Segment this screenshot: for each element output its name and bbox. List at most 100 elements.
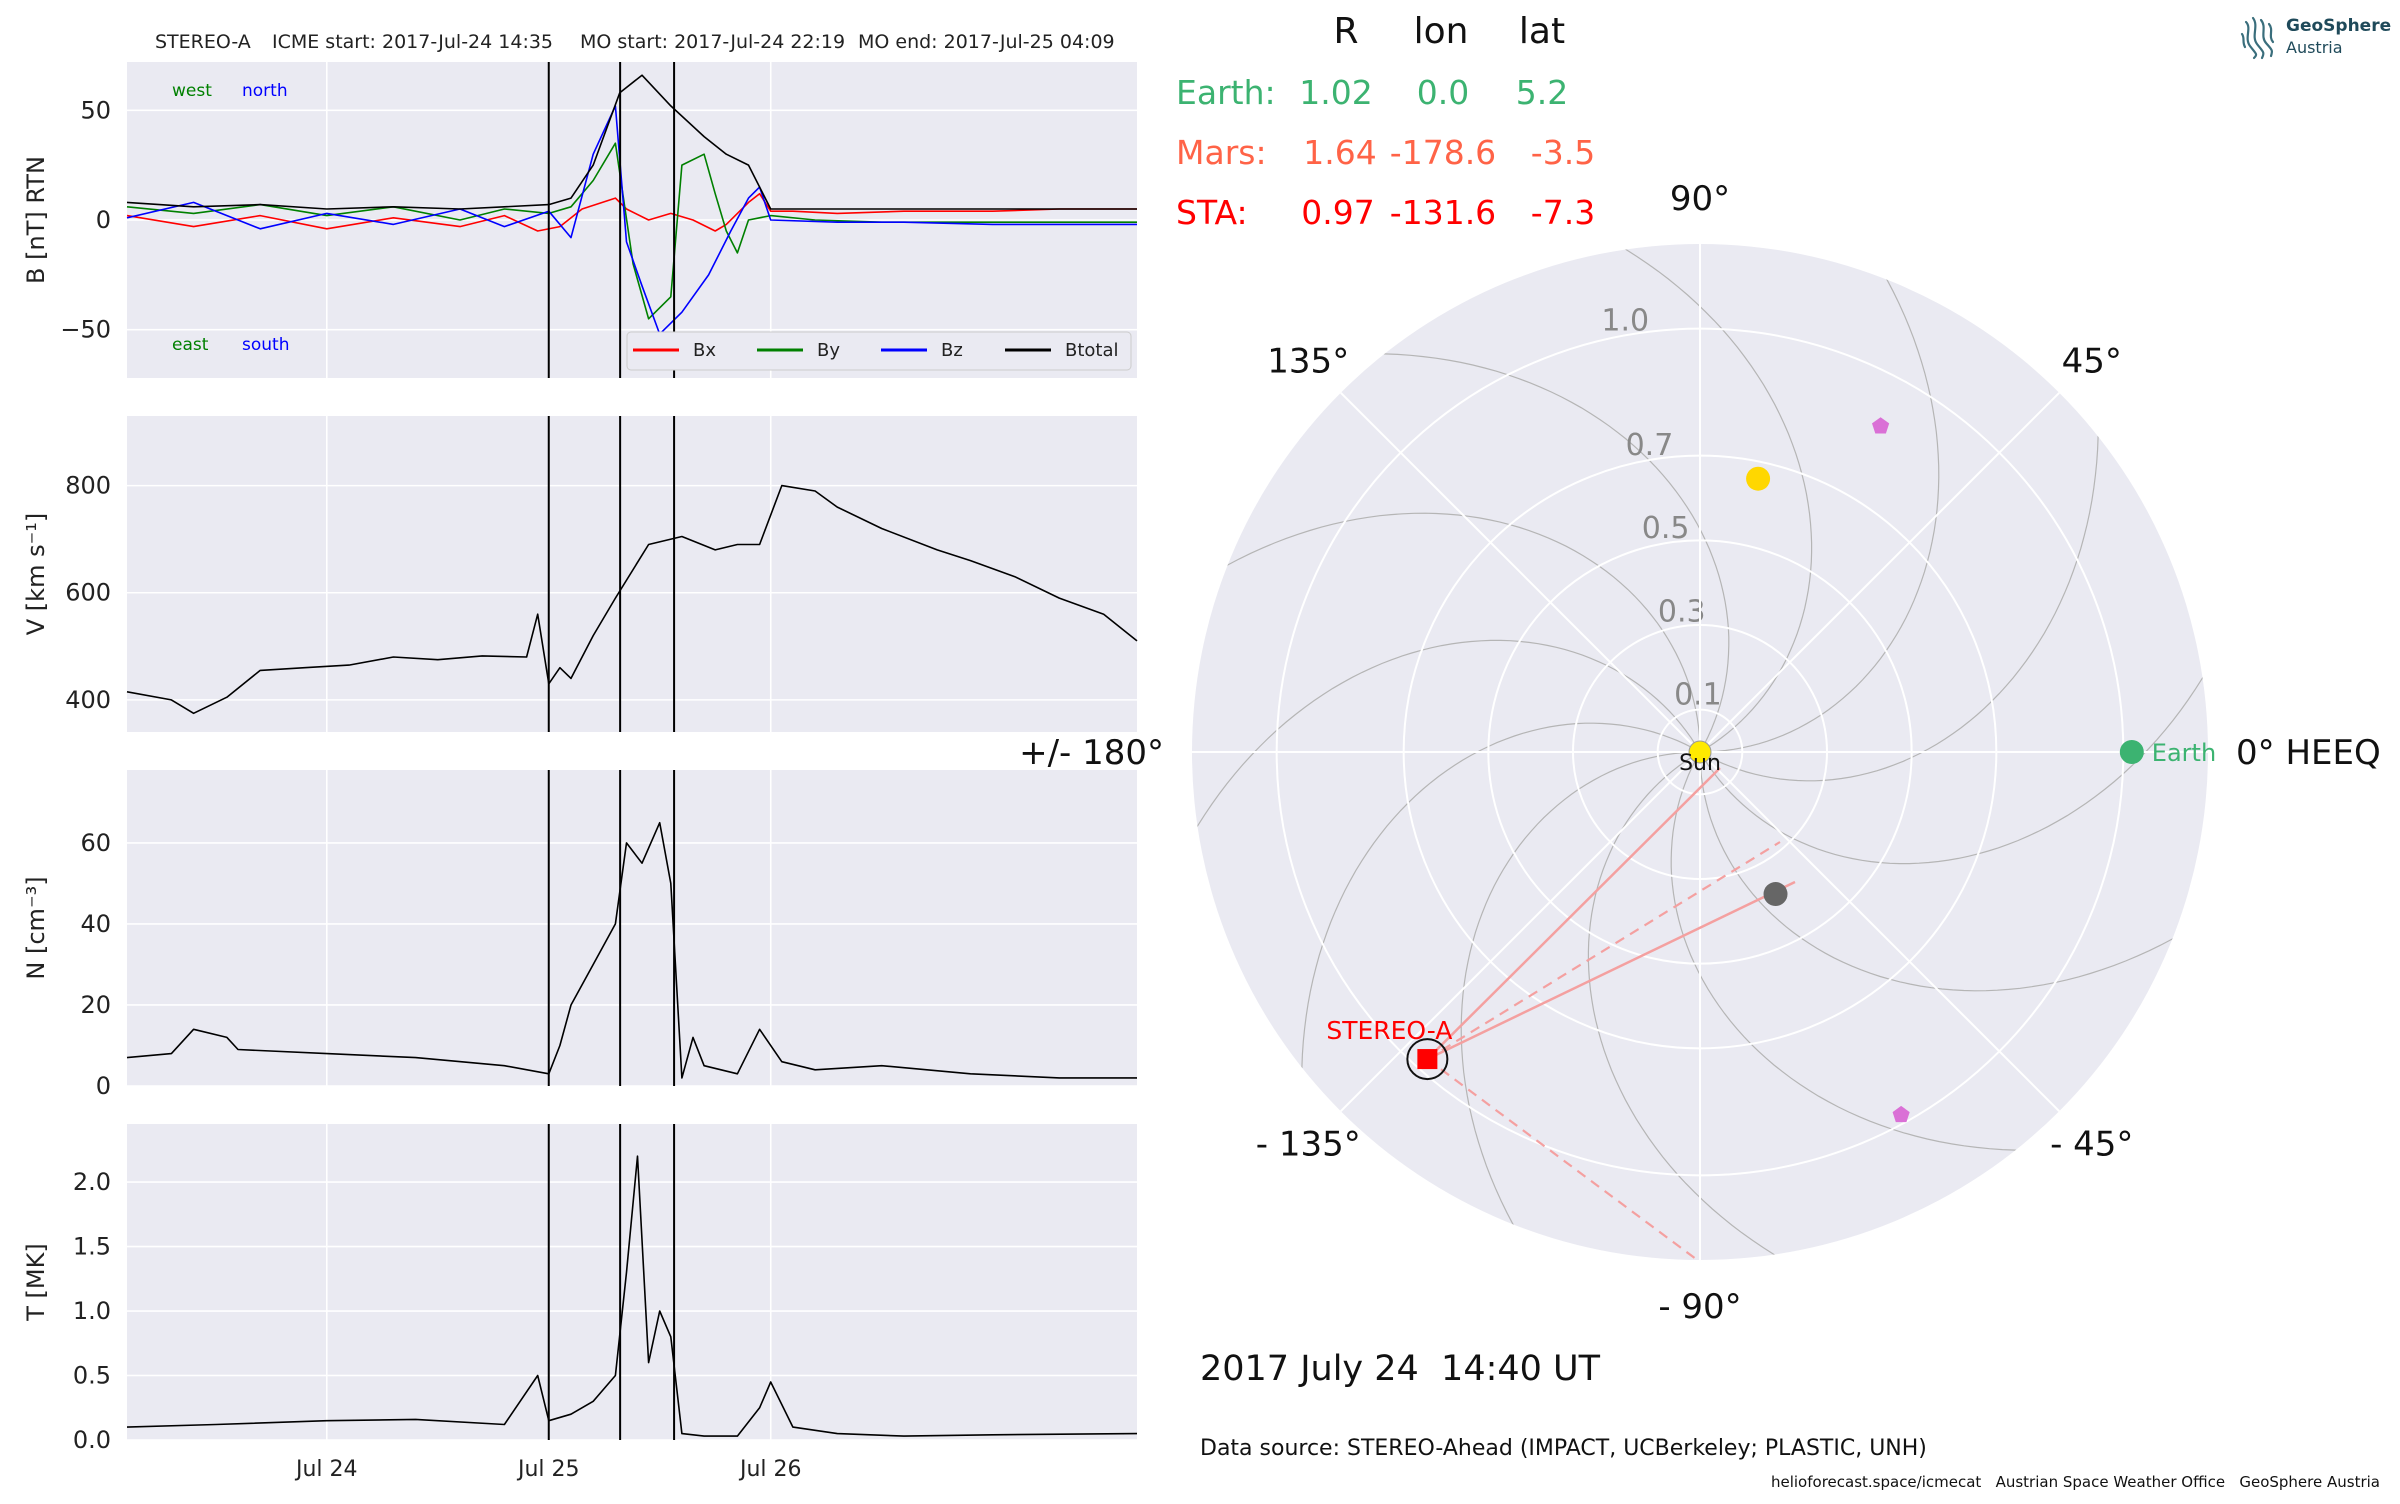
sta-line-dashed-1 bbox=[1426, 841, 1781, 1061]
y-axis-label: T [MK] bbox=[22, 1243, 50, 1321]
stereo-a-view-lines bbox=[1426, 767, 1796, 1263]
spiral-line bbox=[1670, 759, 2043, 1151]
legend-label-By: By bbox=[817, 340, 840, 361]
x-tick-label: Jul 25 bbox=[516, 1457, 580, 1482]
y-tick-label: 0 bbox=[96, 206, 111, 234]
angle-label: 0° HEEQ bbox=[2236, 733, 2381, 773]
y-tick-label: 60 bbox=[80, 829, 111, 857]
table-header-r: R bbox=[1333, 11, 1358, 52]
legend-label-Bx: Bx bbox=[693, 340, 716, 361]
geosphere-logo: GeoSphere Austria bbox=[2238, 14, 2391, 62]
angle-label: - 135° bbox=[1256, 1125, 1361, 1165]
y-tick-label: 0.0 bbox=[73, 1426, 111, 1454]
y-tick-label: 800 bbox=[65, 472, 111, 500]
header-mo-end: MO end: 2017-Jul-25 04:09 bbox=[858, 31, 1115, 53]
planet-marker-pentagon bbox=[1892, 1105, 1910, 1123]
annotation-east: east bbox=[172, 335, 209, 355]
sun-marker bbox=[1688, 740, 1712, 764]
spiral-line bbox=[1587, 755, 1798, 1260]
spiral-lines bbox=[1192, 244, 2208, 1260]
earth-row-lat: 5.2 bbox=[1516, 73, 1568, 112]
y-axis-label: V [km s⁻¹] bbox=[22, 513, 50, 635]
y-axis-label: B [nT] RTN bbox=[22, 156, 50, 284]
y-tick-label: 400 bbox=[65, 686, 111, 714]
sta-row-label: STA: bbox=[1176, 193, 1248, 232]
sta-row-lat: -7.3 bbox=[1531, 193, 1595, 232]
x-tick-label: Jul 24 bbox=[294, 1457, 358, 1482]
angle-label: +/- 180° bbox=[1019, 733, 1164, 773]
y-tick-label: 20 bbox=[80, 991, 111, 1019]
angle-label: 90° bbox=[1670, 179, 1730, 219]
series-line-temperature bbox=[126, 1155, 1138, 1437]
sta-line-sun bbox=[1426, 767, 1721, 1060]
y-tick-label: 1.5 bbox=[73, 1233, 111, 1261]
spiral-line bbox=[1602, 244, 1813, 749]
stereo-a-marker bbox=[1417, 1049, 1438, 1070]
header-spacecraft: STEREO-A bbox=[155, 31, 251, 53]
sta-row-r: 0.97 bbox=[1301, 193, 1374, 232]
stereo-a-ring bbox=[1406, 1038, 1449, 1081]
series-line-speed bbox=[126, 484, 1138, 715]
data-source: Data source: STEREO-Ahead (IMPACT, UCBer… bbox=[1200, 1436, 1927, 1461]
panel-temperature: 2.0 1.5 1.0 0.5 0.0 T [MK] Jul 24 Jul 25 Jul 26 bbox=[22, 1124, 1138, 1482]
radial-tick-label: 1.0 bbox=[1601, 303, 1649, 338]
earth-row-r: 1.02 bbox=[1299, 73, 1372, 112]
y-axis-label: N [cm⁻³] bbox=[22, 876, 50, 979]
spiral-line bbox=[1204, 512, 1701, 744]
sta-line-dashed-2 bbox=[1426, 1058, 1701, 1263]
sta-row-lon: -131.6 bbox=[1390, 193, 1496, 232]
spiral-line bbox=[1707, 409, 2099, 782]
mars-row-r: 1.64 bbox=[1303, 133, 1376, 172]
y-tick-label: 1.0 bbox=[73, 1297, 111, 1325]
planet-marker-pentagon bbox=[1872, 417, 1890, 434]
panel-speed: 800 600 400 V [km s⁻¹] bbox=[22, 416, 1138, 732]
spiral-line bbox=[1301, 722, 1693, 1095]
y-tick-label: 2.0 bbox=[73, 1168, 111, 1196]
y-tick-label: 40 bbox=[80, 910, 111, 938]
annotation-north: north bbox=[242, 81, 288, 101]
spiral-line bbox=[1460, 751, 1692, 1248]
legend-label-Btotal: Btotal bbox=[1065, 340, 1119, 361]
annotation-west: west bbox=[172, 81, 212, 101]
y-tick-label: −50 bbox=[60, 316, 111, 344]
planet-marker bbox=[1746, 466, 1771, 491]
series-line-density bbox=[126, 821, 1137, 1079]
y-tick-label: 50 bbox=[80, 96, 111, 124]
mars-row-lon: -178.6 bbox=[1390, 133, 1496, 172]
polar-plot: 0.1 0.3 0.5 0.7 1.0 0° HEEQ 45° 90° 135° +/- 180°… bbox=[1019, 179, 2381, 1327]
panel-background bbox=[127, 416, 1137, 732]
angle-label: 45° bbox=[2062, 341, 2122, 381]
earth-row-lon: 0.0 bbox=[1417, 73, 1469, 112]
mars-row-lat: -3.5 bbox=[1531, 133, 1595, 172]
angle-label: 135° bbox=[1267, 341, 1349, 381]
stereo-a-label: STEREO-A bbox=[1326, 1016, 1452, 1045]
spiral-line bbox=[1357, 353, 1730, 745]
y-tick-label: 0.5 bbox=[73, 1362, 111, 1390]
header-icme-start: ICME start: 2017-Jul-24 14:35 bbox=[272, 31, 553, 53]
table-header-lat: lat bbox=[1519, 11, 1565, 52]
radial-tick-label: 0.7 bbox=[1626, 428, 1674, 463]
geosphere-logo-icon bbox=[2240, 16, 2275, 60]
series-line-By bbox=[126, 142, 1137, 320]
angle-label: - 45° bbox=[2050, 1125, 2133, 1165]
panel-background bbox=[127, 770, 1137, 1086]
legend-box bbox=[626, 331, 1132, 371]
panel-background bbox=[127, 1124, 1137, 1440]
panel-density: 60 40 20 0 N [cm⁻³] bbox=[22, 770, 1137, 1100]
angle-label: - 90° bbox=[1658, 1287, 1741, 1327]
x-tick-label: Jul 26 bbox=[738, 1457, 802, 1482]
footer: helioforecast.space/icmecat Austrian Spa… bbox=[1771, 1473, 2380, 1491]
series-line-Bz bbox=[126, 105, 1137, 335]
earth-marker bbox=[2119, 740, 2144, 764]
legend: Bx By Bz Btotal bbox=[626, 331, 1132, 371]
logo-name-line2: Austria bbox=[2286, 38, 2343, 57]
sta-line-1 bbox=[1426, 880, 1796, 1061]
legend-label-Bz: Bz bbox=[941, 340, 963, 361]
radial-tick-label: 0.1 bbox=[1674, 677, 1722, 712]
y-tick-label: 0 bbox=[96, 1072, 111, 1100]
series-line-Bx bbox=[126, 192, 1137, 232]
sun-label: Sun bbox=[1679, 751, 1721, 776]
y-tick-label: 600 bbox=[65, 579, 111, 607]
